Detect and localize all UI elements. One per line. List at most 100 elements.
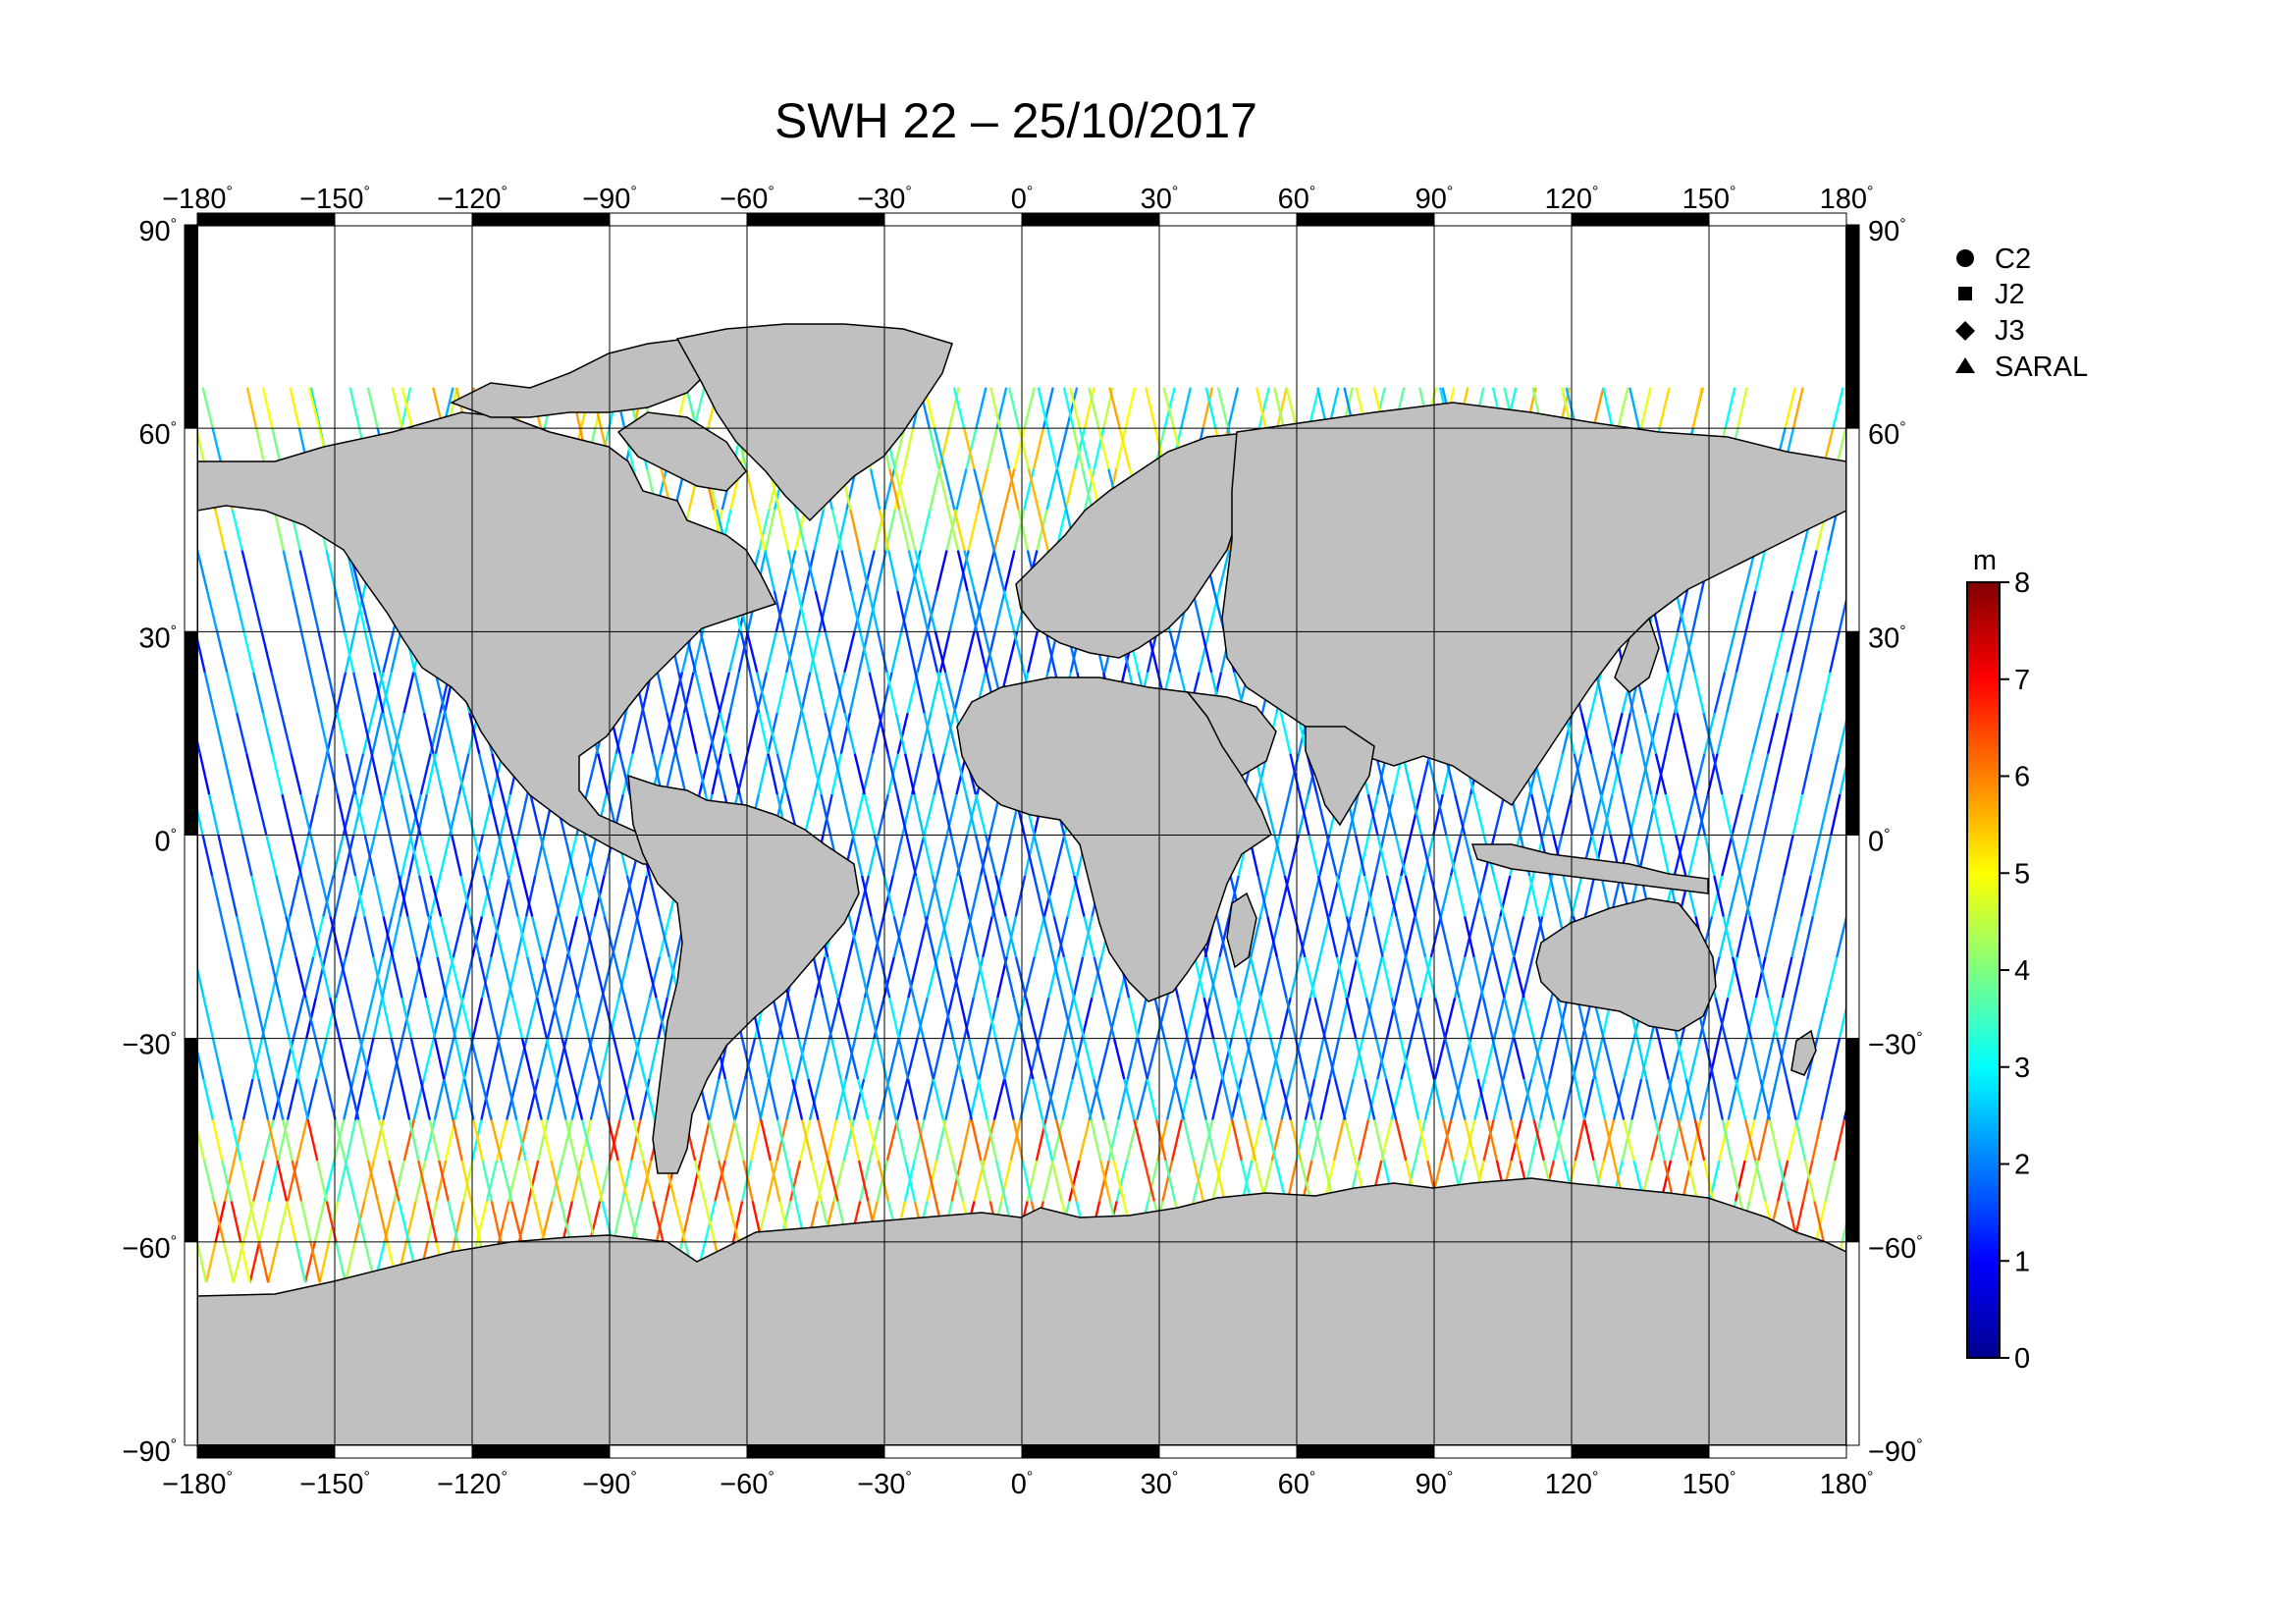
track-segment bbox=[980, 1160, 991, 1202]
track-segment bbox=[1492, 875, 1506, 917]
track-segment bbox=[642, 712, 655, 754]
track-segment bbox=[1331, 956, 1343, 999]
track-segment bbox=[1364, 875, 1376, 917]
track-segment bbox=[1422, 835, 1435, 877]
track-segment bbox=[766, 1160, 778, 1202]
track-segment bbox=[1791, 550, 1804, 592]
track-segment bbox=[198, 753, 211, 795]
track-segment bbox=[1820, 1078, 1832, 1120]
track-segment bbox=[1146, 1078, 1158, 1120]
track-segment bbox=[297, 1078, 309, 1120]
track-segment bbox=[1829, 1038, 1842, 1080]
track-segment bbox=[814, 672, 827, 714]
track-segment bbox=[794, 509, 807, 551]
track-segment bbox=[966, 793, 979, 836]
track-segment bbox=[867, 1119, 880, 1162]
track-segment bbox=[288, 1038, 300, 1080]
track-segment bbox=[867, 997, 879, 1039]
track-segment bbox=[1414, 875, 1425, 917]
track-segment bbox=[489, 1038, 501, 1080]
track-segment bbox=[1107, 1119, 1120, 1162]
track-segment bbox=[622, 1078, 635, 1120]
track-segment bbox=[327, 753, 339, 795]
track-segment bbox=[211, 1119, 224, 1162]
x-tick-label-top: −90° bbox=[582, 184, 637, 215]
track-segment bbox=[197, 1126, 206, 1162]
track-segment bbox=[461, 1160, 474, 1202]
track-segment bbox=[1147, 1160, 1159, 1202]
track-segment bbox=[799, 672, 812, 714]
track-segment bbox=[589, 1078, 602, 1120]
track-segment bbox=[894, 1119, 907, 1162]
track-segment bbox=[392, 1038, 404, 1080]
track-segment bbox=[1599, 793, 1612, 836]
track-segment bbox=[1512, 916, 1525, 958]
track-segment bbox=[916, 1119, 929, 1162]
track-segment bbox=[221, 1078, 233, 1120]
track-segment bbox=[1068, 1160, 1081, 1202]
track-segment bbox=[207, 793, 220, 836]
track-segment bbox=[536, 1119, 549, 1162]
track-segment bbox=[756, 672, 769, 714]
track-segment bbox=[248, 1201, 261, 1243]
track-segment bbox=[1740, 997, 1753, 1039]
track-segment bbox=[1047, 956, 1060, 999]
track-segment bbox=[527, 1160, 540, 1202]
track-segment bbox=[257, 1078, 270, 1120]
track-segment bbox=[781, 1038, 794, 1080]
track-segment bbox=[305, 1078, 318, 1120]
track-segment bbox=[796, 590, 808, 632]
track-segment bbox=[345, 916, 357, 958]
track-segment bbox=[1310, 1119, 1322, 1162]
track-segment bbox=[1205, 956, 1218, 999]
track-segment bbox=[1676, 590, 1688, 632]
track-segment bbox=[1290, 1038, 1303, 1080]
track-segment bbox=[907, 550, 920, 592]
track-segment bbox=[975, 387, 988, 429]
track-segment bbox=[1373, 1119, 1385, 1162]
frame-bar-bottom bbox=[1296, 1444, 1435, 1459]
track-segment bbox=[1810, 712, 1823, 754]
track-segment bbox=[757, 753, 770, 795]
track-segment bbox=[896, 590, 908, 632]
track-segment bbox=[942, 712, 956, 754]
colorbar-tick-label: 3 bbox=[2014, 1053, 2030, 1084]
track-segment bbox=[655, 1201, 667, 1243]
track-segment bbox=[1713, 875, 1725, 917]
track-segment bbox=[1445, 835, 1457, 877]
track-segment bbox=[1347, 793, 1360, 836]
track-segment bbox=[1070, 1038, 1083, 1080]
track-segment bbox=[776, 997, 789, 1039]
track-segment bbox=[1771, 631, 1785, 674]
y-tick-label-left: −30° bbox=[122, 1030, 177, 1061]
track-segment bbox=[318, 712, 330, 754]
track-segment bbox=[1404, 916, 1416, 958]
track-segment bbox=[1735, 631, 1747, 674]
track-segment bbox=[324, 1078, 337, 1120]
track-segment bbox=[276, 1160, 289, 1202]
track-segment bbox=[1083, 387, 1095, 429]
x-tick-label-top: 60° bbox=[1278, 184, 1316, 215]
track-segment bbox=[239, 1160, 251, 1202]
track-segment bbox=[869, 468, 881, 511]
track-segment bbox=[1003, 468, 1016, 511]
track-segment bbox=[708, 1078, 721, 1120]
frame-bar-left bbox=[184, 1241, 198, 1446]
track-segment bbox=[585, 753, 598, 795]
track-segment bbox=[786, 550, 799, 592]
track-segment bbox=[983, 550, 996, 592]
track-segment bbox=[1088, 387, 1100, 429]
track-segment bbox=[1664, 793, 1678, 836]
colorbar: m 0 1 2 3 4 5 6 7 8 bbox=[1966, 545, 2030, 1375]
track-segment bbox=[955, 753, 968, 795]
track-segment bbox=[399, 753, 412, 795]
track-segment bbox=[677, 672, 689, 714]
track-segment bbox=[890, 631, 903, 674]
track-segment bbox=[824, 712, 836, 754]
track-segment bbox=[956, 550, 969, 592]
track-segment bbox=[1766, 712, 1780, 754]
track-segment bbox=[1201, 1119, 1214, 1162]
track-segment bbox=[638, 997, 652, 1039]
track-segment bbox=[1841, 1217, 1846, 1243]
track-segment bbox=[1589, 753, 1603, 795]
